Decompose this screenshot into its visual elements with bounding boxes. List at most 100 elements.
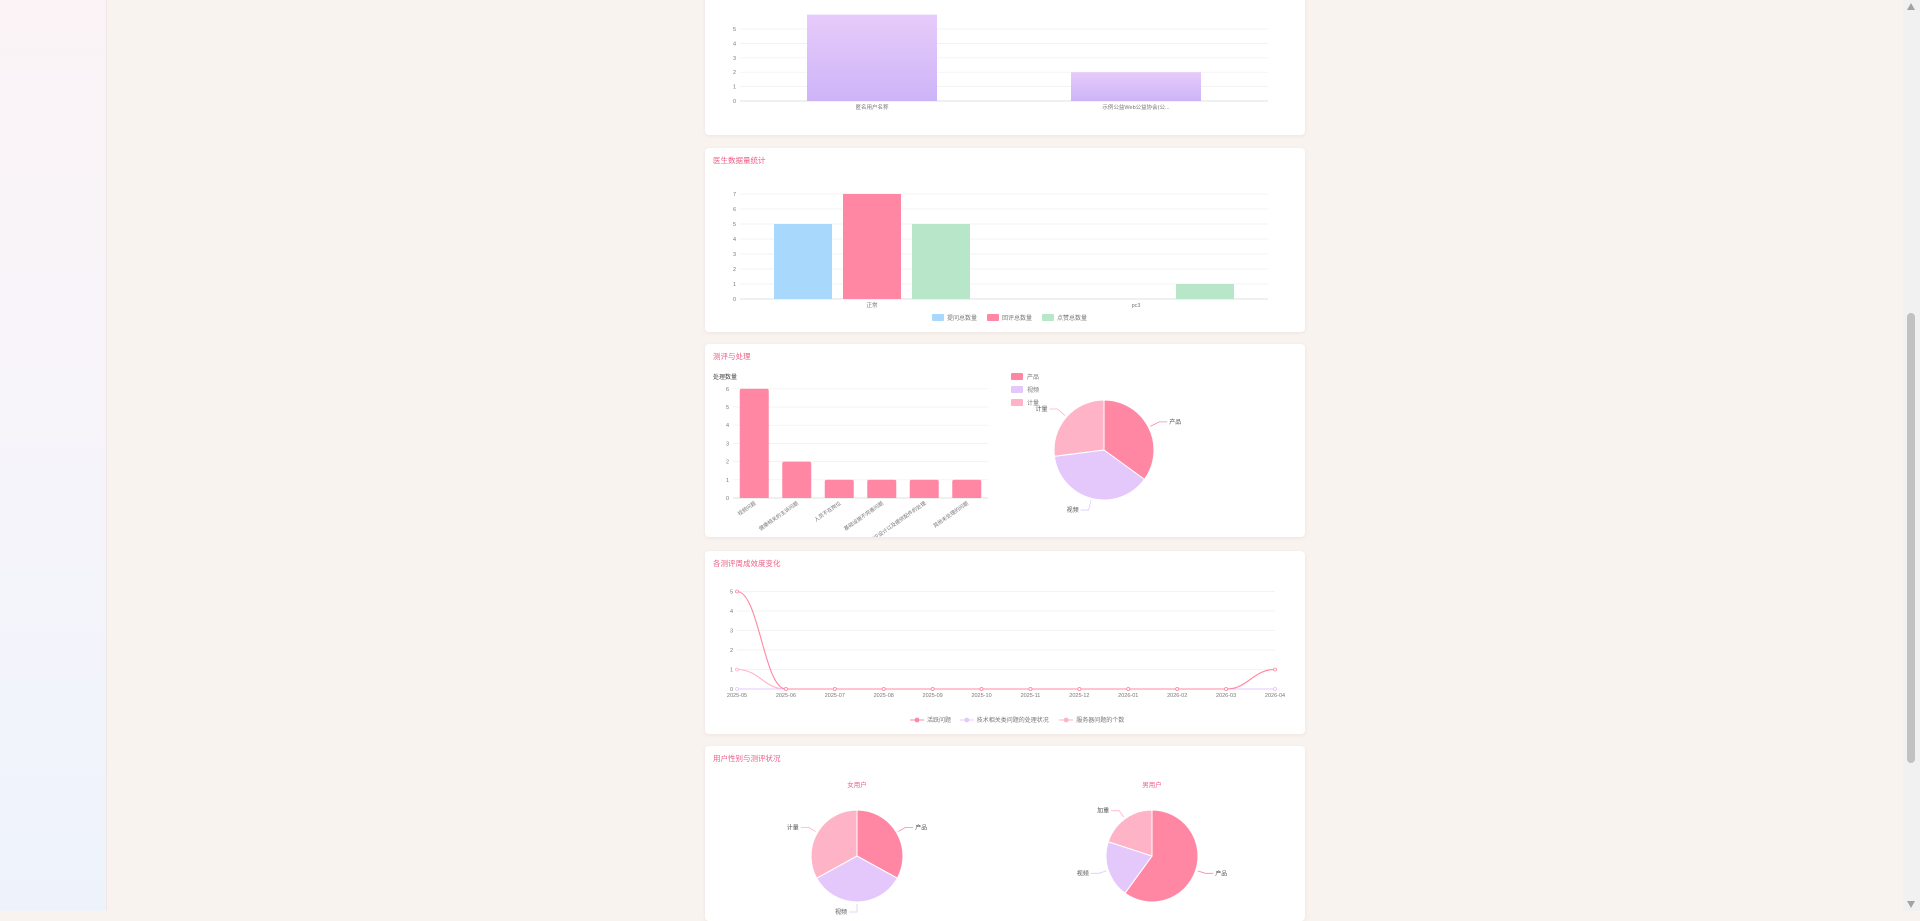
chart3-point [881, 687, 886, 691]
chart2-ytick: 2 [726, 460, 729, 466]
chart3-ytick: 1 [730, 668, 733, 674]
chart1-legend-label: 提问总数量 [947, 314, 977, 322]
male-pie-slice [1105, 841, 1153, 894]
chart2-xtick: 健康相关的主诉问题 [757, 499, 800, 532]
chart3-point [1175, 687, 1180, 691]
scroll-up-arrow-icon[interactable] [1907, 3, 1915, 10]
chart2-bar [739, 388, 769, 498]
chart1-legend-swatch [987, 314, 999, 321]
evaluation-title: 测评与处理 [713, 352, 751, 361]
chart0-bar [807, 14, 937, 102]
chart3-series-line [736, 668, 1275, 690]
chart3-series-line [736, 590, 1276, 690]
chart2-ytick: 0 [726, 496, 729, 502]
sidebar [0, 0, 107, 911]
female-pie-label: 计量 [787, 823, 799, 831]
female-pie-leader [800, 827, 816, 832]
chart1-xtick: pc3 [1132, 303, 1141, 309]
chart1-legend-label: 回评总数量 [1002, 314, 1032, 322]
chart1-ytick: 2 [733, 267, 736, 273]
chart3-legend-label: 活跃问题 [927, 716, 951, 724]
chart2-xtick: 其他未处理的问题 [931, 499, 970, 529]
chart3-point [735, 687, 739, 691]
chart3-point [784, 687, 788, 691]
chart2-pie-legend-swatch [1011, 399, 1023, 406]
chart2-pie-label: 产品 [1169, 418, 1181, 426]
chart3-xtick: 2025-07 [825, 693, 845, 699]
chart2-pie-label: 计量 [1035, 405, 1047, 413]
chart2-xtick: 基础设施不完善问题 [842, 499, 885, 532]
chart2-ytick: 6 [726, 387, 729, 393]
chart2-pie-slice [1053, 399, 1105, 457]
chart3-ytick: 3 [730, 629, 733, 635]
gender-card: 用户性别与测评状况 女用户 产品 视频 计量 男用户 产品 视频 加重 [705, 746, 1305, 921]
chart0-ytick: 2 [733, 70, 736, 76]
chart1-legend-swatch [1042, 314, 1054, 321]
chart1-bar [843, 194, 901, 299]
top-bar-chart: 0 1 2 3 4 5 匿名用户名称 示例公益Web公益协会(公... [733, 14, 1268, 111]
chart3-ytick: 2 [730, 648, 733, 654]
evaluation-card: 测评与处理 处理数量 0 1 2 3 4 5 6 视频问题 健康相关的主诉问题 人员不在岗位 基础设施… [705, 344, 1305, 537]
chart3-xtick: 2026-01 [1118, 693, 1138, 699]
chart1-bar [1176, 284, 1234, 299]
chart3-xtick: 2025-10 [971, 693, 991, 699]
scroll-down-arrow-icon[interactable] [1907, 901, 1915, 908]
chart2-ytick: 1 [726, 478, 729, 484]
chart3-xtick: 2025-12 [1069, 693, 1089, 699]
chart3-point [930, 687, 935, 691]
chart1-ytick: 4 [733, 237, 736, 243]
chart2-ytick: 4 [726, 423, 729, 429]
chart1-ytick: 1 [733, 282, 736, 288]
chart3-ytick: 0 [730, 687, 733, 693]
chart1-xtick: 正常 [866, 301, 878, 309]
chart3-legend-marker [964, 717, 970, 723]
female-pie-leader [898, 827, 914, 832]
male-pie-leader [1090, 870, 1107, 874]
female-pie-label: 视频 [835, 908, 847, 916]
chart3-legend-marker [914, 717, 920, 723]
chart2-xtick: 视频问题 [736, 499, 758, 517]
chart3-ytick: 4 [730, 609, 733, 615]
weekly-change-card: 各测评周成效度变化 0 1 2 3 4 5 2025-05 2025-06 2025-07 202… [705, 551, 1305, 734]
scroll-thumb[interactable] [1907, 313, 1915, 763]
chart3-point [735, 667, 739, 672]
chart0-ytick: 4 [733, 41, 736, 47]
chart3-point [1126, 687, 1131, 691]
doctor-stats-chart: 0 1 2 3 4 5 6 7 正常 pc3 提问总数量 回评总数量 点赞总数量 [733, 192, 1268, 322]
chart2-bar [952, 479, 982, 498]
chart3-point [735, 589, 739, 594]
chart3-xtick: 2026-04 [1265, 693, 1285, 699]
chart2-pie-legend-label: 计量 [1027, 399, 1039, 407]
scrollbar[interactable] [1903, 0, 1920, 911]
top-bar-chart-card: 0 1 2 3 4 5 匿名用户名称 示例公益Web公益协会(公... [705, 0, 1305, 135]
chart2-bar [909, 479, 939, 498]
chart3-point [979, 687, 984, 691]
chart1-ytick: 7 [733, 192, 736, 198]
chart3-point [1273, 667, 1277, 672]
chart3-point [1028, 687, 1033, 691]
chart1-ytick: 0 [733, 297, 736, 303]
chart3-xtick: 2025-06 [776, 693, 796, 699]
chart3-legend-label: 技术相关类问题的处理状况 [977, 716, 1049, 724]
chart2-ytick: 3 [726, 441, 729, 447]
chart1-bar [912, 224, 970, 299]
chart3-xtick: 2026-02 [1167, 693, 1187, 699]
chart3-xtick: 2026-03 [1216, 693, 1236, 699]
chart3-xtick: 2025-08 [874, 693, 894, 699]
doctor-stats-card: 医生数据量统计 0 1 2 3 4 5 6 7 正常 pc3 提问总数量 回评总数量 点赞总数量 [705, 148, 1305, 332]
male-pie-title: 男用户 [1142, 780, 1162, 789]
chart1-ytick: 6 [733, 207, 736, 213]
chart3-point [832, 687, 837, 691]
chart2-pie-legend-swatch [1011, 386, 1023, 393]
chart3-point [1077, 687, 1082, 691]
male-pie-slice [1124, 809, 1199, 903]
chart1-bar [774, 224, 832, 299]
chart2-xtick: 人员不在岗位 [812, 499, 842, 523]
chart2-pie-leader [1150, 421, 1168, 427]
male-pie-leader [1111, 810, 1125, 818]
chart2-bar [867, 479, 897, 498]
chart0-ytick: 0 [733, 99, 736, 105]
chart2-ylabel: 处理数量 [713, 373, 737, 381]
chart3-xtick: 2025-05 [727, 693, 747, 699]
chart2-pie-label: 视频 [1067, 506, 1079, 514]
